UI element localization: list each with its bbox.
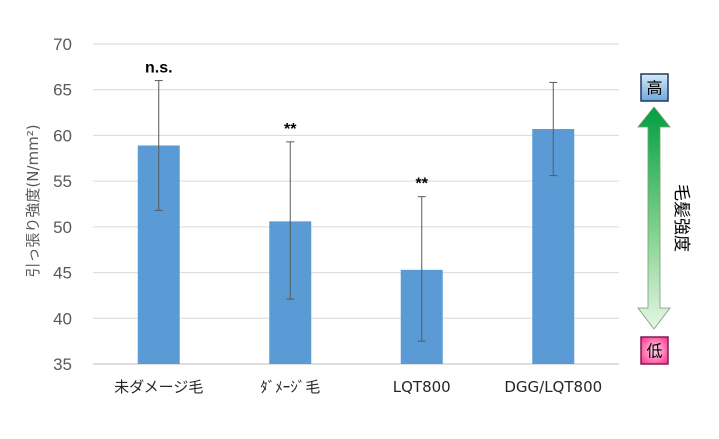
y-tick-labels: 35 40 45 50 55 60 65 70 [53,35,72,374]
y-tick-label: 45 [53,264,72,283]
x-category-label: ﾀﾞﾒｰｼﾞ毛 [260,378,320,396]
gridlines [93,43,619,365]
low-label: 低 [646,342,662,361]
hair-strength-label: 毛髪強度 [671,184,691,252]
x-category-label: DGG/LQT800 [504,378,602,396]
y-tick-label: 60 [53,126,72,145]
strength-arrow [637,106,671,330]
bars [137,129,575,364]
significance-labels: n.s. ** ** [145,60,429,193]
error-bars [154,80,558,342]
strength-scale-indicator: 高 低 毛髪強度 [637,73,691,365]
x-category-label: LQT800 [393,378,451,396]
y-tick-label: 35 [53,355,72,374]
x-category-labels: 未ダメージ毛 ﾀﾞﾒｰｼﾞ毛 LQT800 DGG/LQT800 [114,378,602,396]
significance-label: ** [416,176,429,193]
significance-label: ** [284,121,297,138]
x-category-label: 未ダメージ毛 [114,378,203,396]
plot-area: 35 40 45 50 55 60 65 70 未ダメージ毛 ﾀﾞﾒｰｼﾞ毛 LQT800 DGG/… [53,35,619,396]
y-tick-label: 70 [53,35,72,54]
low-box [640,336,669,365]
y-tick-label: 65 [53,81,72,100]
y-tick-label: 55 [53,172,72,191]
y-tick-label: 50 [53,218,72,237]
y-tick-label: 40 [53,309,72,328]
significance-label: n.s. [145,60,173,77]
y-axis-label: 引っ張り強度(N/mm²) [24,124,42,277]
high-box [640,73,669,102]
high-label: 高 [646,79,662,98]
